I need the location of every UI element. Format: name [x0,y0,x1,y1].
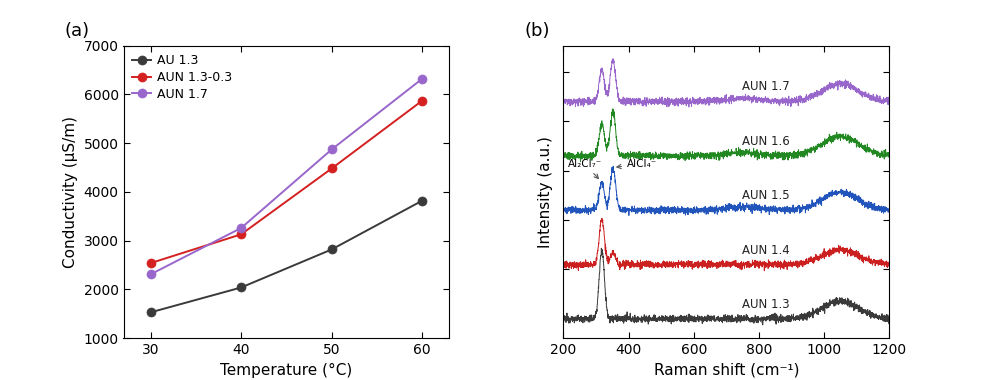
AUN 1.3-0.3 [416,98,428,103]
Y-axis label: Conductivity (μS/m): Conductivity (μS/m) [63,116,78,268]
AUN 1.3-0.3 [235,232,247,237]
X-axis label: Temperature (°C): Temperature (°C) [220,363,353,378]
Text: AUN 1.5: AUN 1.5 [742,189,789,202]
Text: AlCl₄⁻: AlCl₄⁻ [617,159,657,169]
AU 1.3 [144,310,156,315]
AUN 1.3-0.3 [144,261,156,265]
Line: AUN 1.7: AUN 1.7 [146,74,427,279]
AUN 1.7 [235,226,247,230]
Text: AUN 1.6: AUN 1.6 [742,135,789,148]
Text: AUN 1.7: AUN 1.7 [742,81,789,93]
X-axis label: Raman shift (cm⁻¹): Raman shift (cm⁻¹) [653,363,799,378]
AUN 1.7 [326,147,338,152]
Text: (a): (a) [65,22,90,40]
AUN 1.7 [416,76,428,81]
Text: (b): (b) [525,22,549,40]
Text: Al₂Cl₇⁻: Al₂Cl₇⁻ [567,159,602,179]
AU 1.3 [326,247,338,252]
AUN 1.3-0.3 [326,166,338,171]
Line: AUN 1.3-0.3: AUN 1.3-0.3 [146,96,427,268]
Line: AU 1.3: AU 1.3 [146,196,427,317]
Text: AUN 1.4: AUN 1.4 [742,244,789,256]
Text: AUN 1.3: AUN 1.3 [742,298,789,311]
AUN 1.7 [144,272,156,277]
AU 1.3 [235,285,247,290]
AU 1.3 [416,198,428,203]
Y-axis label: Intensity (a.u.): Intensity (a.u.) [537,136,553,248]
Legend: AU 1.3, AUN 1.3-0.3, AUN 1.7: AU 1.3, AUN 1.3-0.3, AUN 1.7 [129,52,235,103]
